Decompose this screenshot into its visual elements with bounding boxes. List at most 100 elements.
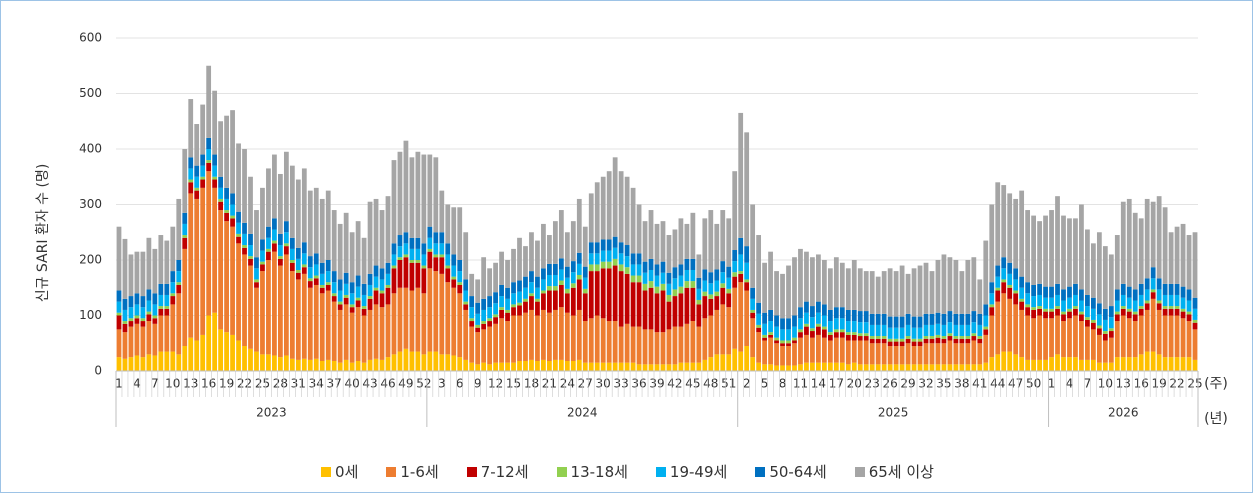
- bar-segment: [254, 282, 259, 288]
- bar-segment: [600, 176, 606, 240]
- bar-segment: [887, 346, 893, 365]
- bar-segment: [212, 179, 218, 188]
- bar-segment: [391, 160, 397, 244]
- bar-segment: [636, 275, 642, 283]
- bar-segment: [708, 315, 714, 358]
- bar-segment: [1138, 308, 1144, 316]
- bar-segment: [804, 323, 809, 327]
- bar-segment: [409, 157, 415, 238]
- bar-segment: [941, 343, 947, 365]
- bar-segment: [1138, 354, 1144, 371]
- bar-segment: [857, 340, 863, 365]
- bar-segment: [379, 359, 385, 371]
- bar-segment: [708, 272, 714, 284]
- bar-segment: [732, 287, 738, 349]
- bar-segment: [224, 187, 229, 199]
- bar-segment: [254, 351, 259, 371]
- bar-segment: [624, 273, 630, 324]
- bar-segment: [588, 264, 594, 272]
- bar-segment: [732, 348, 738, 371]
- bar-segment: [905, 338, 911, 344]
- bar-segment: [445, 254, 451, 266]
- bar-segment: [319, 262, 325, 274]
- bar-segment: [1144, 351, 1150, 371]
- bar-segment: [965, 324, 971, 337]
- bar-segment: [272, 243, 277, 252]
- bar-segment: [600, 318, 606, 363]
- bar-segment: [768, 332, 773, 335]
- bar-segment: [385, 284, 391, 288]
- bar-segment: [839, 332, 845, 338]
- bar-segment: [792, 257, 797, 316]
- x-tick-label: 45: [685, 377, 700, 391]
- x-tick-label: 22: [1169, 377, 1184, 391]
- bar-segment: [1090, 322, 1096, 330]
- bar-segment: [439, 273, 445, 355]
- bar-segment: [493, 292, 498, 304]
- bar-segment: [618, 326, 624, 363]
- bar-segment: [774, 365, 779, 371]
- bar-segment: [295, 279, 301, 360]
- bar-segment: [618, 253, 624, 265]
- bar-segment: [887, 341, 893, 347]
- bar-segment: [666, 294, 672, 302]
- y-tick-label: 200: [79, 253, 102, 267]
- bar-segment: [1031, 284, 1036, 297]
- bar-segment: [511, 315, 516, 363]
- bar-segment: [1025, 304, 1031, 308]
- bar-segment: [714, 223, 720, 270]
- bar-segment: [385, 262, 391, 274]
- bar-segment: [547, 361, 552, 371]
- bar-segment: [361, 362, 367, 371]
- bar-segment: [529, 309, 534, 360]
- bar-segment: [1037, 306, 1042, 309]
- bar-segment: [995, 354, 1001, 371]
- bar-segment: [421, 268, 427, 294]
- bar-segment: [463, 304, 469, 310]
- bar-segment: [893, 346, 899, 365]
- bar-segment: [295, 272, 301, 280]
- bar-segment: [355, 275, 361, 287]
- bar-segment: [1049, 308, 1054, 312]
- bar-segment: [313, 275, 319, 279]
- bar-segment: [965, 313, 971, 325]
- bar-segment: [606, 261, 612, 269]
- bar-segment: [1055, 196, 1060, 284]
- x-tick-label: 26: [882, 377, 897, 391]
- bar-segment: [618, 264, 624, 272]
- bar-segment: [194, 124, 200, 166]
- bar-segment: [965, 338, 971, 344]
- bar-segment: [373, 304, 379, 359]
- x-tick-label: 1: [115, 377, 123, 391]
- bar-segment: [798, 332, 803, 338]
- bar-segment: [708, 357, 714, 371]
- bar-segment: [744, 132, 750, 247]
- bar-segment: [200, 187, 206, 335]
- bar-segment: [618, 271, 624, 327]
- bar-segment: [887, 327, 893, 339]
- bar-segment: [230, 193, 235, 205]
- bar-segment: [146, 300, 152, 312]
- bar-segment: [1156, 278, 1162, 290]
- bar-segment: [786, 318, 791, 330]
- bar-segment: [367, 284, 373, 297]
- bar-segment: [875, 313, 881, 325]
- bar-segment: [624, 176, 630, 246]
- bar-segment: [415, 262, 421, 288]
- bar-segment: [1019, 309, 1025, 358]
- bar-segment: [983, 329, 989, 335]
- bar-segment: [481, 321, 487, 324]
- bar-segment: [313, 358, 319, 371]
- bar-segment: [1067, 286, 1072, 298]
- bar-segment: [421, 154, 427, 244]
- bar-segment: [493, 317, 498, 324]
- bar-segment: [923, 343, 929, 365]
- x-tick-label: 20: [847, 377, 862, 391]
- bar-segment: [798, 307, 803, 319]
- bar-segment: [236, 222, 241, 234]
- bar-segment: [1180, 357, 1186, 371]
- bar-segment: [552, 290, 558, 310]
- bar-segment: [774, 326, 779, 338]
- bar-segment: [756, 332, 762, 363]
- bar-segment: [1162, 283, 1168, 295]
